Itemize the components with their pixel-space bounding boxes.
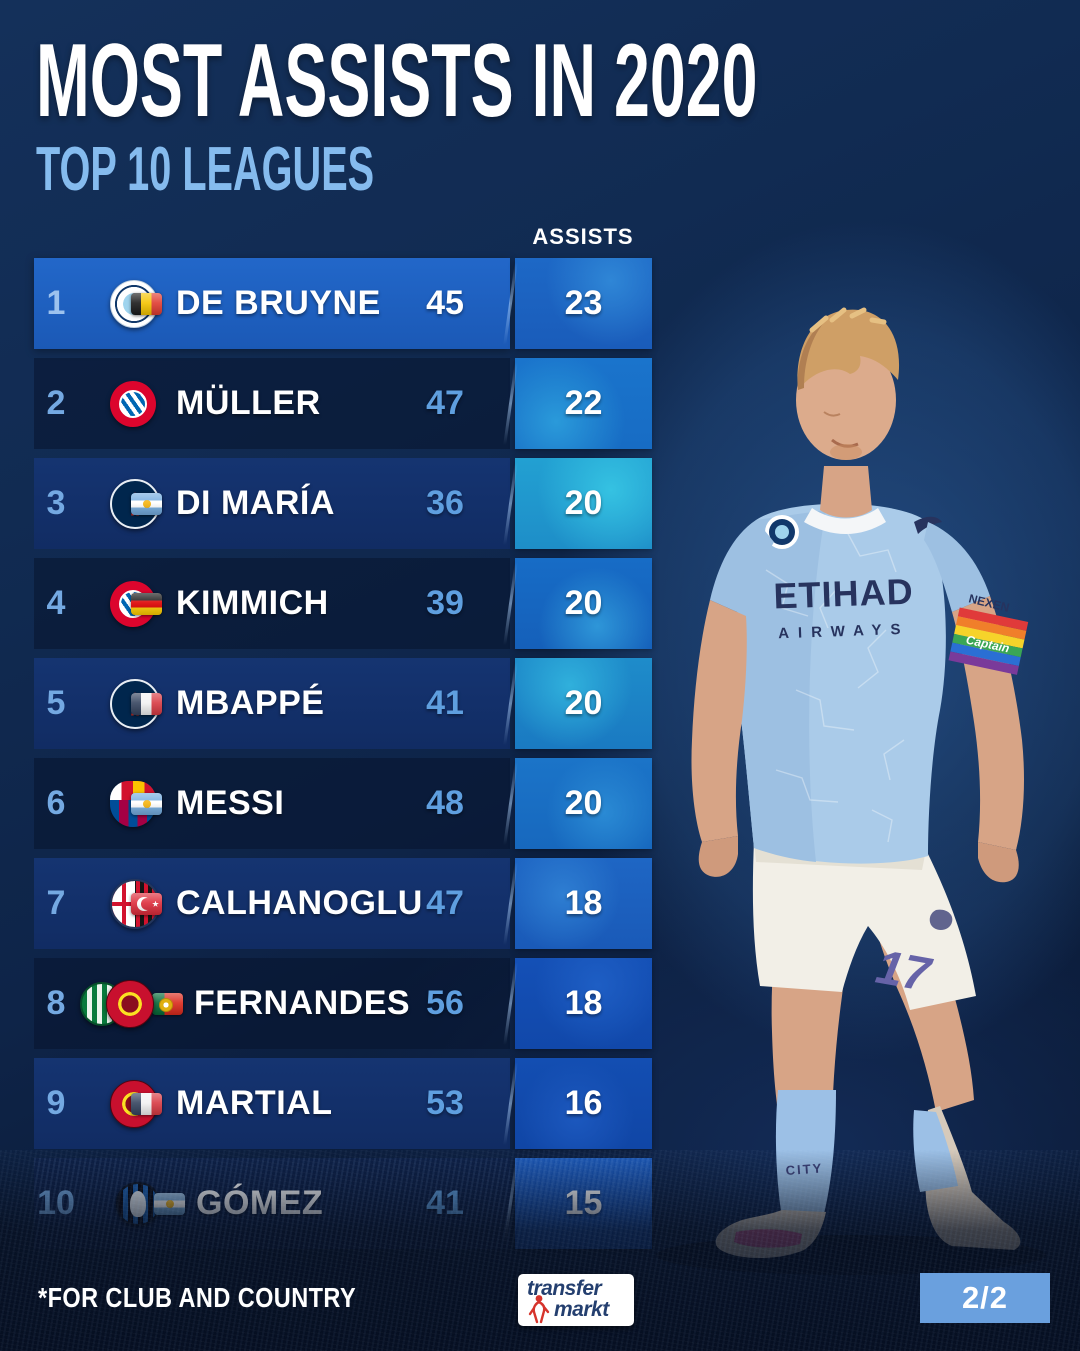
assists-cell: 20 [515, 558, 652, 649]
rank: 3 [46, 484, 66, 522]
assists-cell: 20 [515, 458, 652, 549]
transfermarkt-logo-line2: markt [554, 1298, 609, 1321]
assists-cell: 18 [515, 858, 652, 949]
games-value: 39 [426, 584, 464, 622]
svg-text:CITY: CITY [785, 1160, 824, 1178]
table-row: 2 MÜLLER 47 22 [34, 358, 652, 449]
rank: 2 [46, 384, 66, 422]
table-row: 9 MARTIAL 53 16 [34, 1058, 652, 1149]
transfermarkt-logo: transfer markt [518, 1274, 634, 1326]
games-value: 56 [426, 984, 464, 1022]
player-name: DE BRUYNE [176, 284, 381, 322]
games-value: 47 [426, 384, 464, 422]
games-value: 45 [426, 284, 464, 322]
games-value: 41 [426, 1184, 464, 1222]
flag-argentina-icon [131, 792, 162, 815]
player-name: FERNANDES [194, 984, 411, 1022]
transfermarkt-player-figure-icon [528, 1295, 550, 1324]
transfermarkt-logo-line1: transfer [527, 1277, 602, 1300]
player-name: MBAPPÉ [176, 684, 325, 722]
assists-cell: 20 [515, 658, 652, 749]
assists-cell: 22 [515, 358, 652, 449]
player-name: MESSI [176, 784, 285, 822]
column-header-assists: ASSISTS [532, 224, 634, 249]
table-row: 1 DE BRUYNE 45 23 [34, 258, 652, 349]
assists-cell: 20 [515, 758, 652, 849]
assists-cell: 15 [515, 1158, 652, 1249]
table-row: 4 KIMMICH 39 20 [34, 558, 652, 649]
flag-argentina-icon [131, 492, 162, 515]
games-value: 36 [426, 484, 464, 522]
rank: 10 [37, 1184, 75, 1222]
table-row: 8 FERNANDES 56 18 [34, 958, 652, 1049]
flag-france-icon [131, 1092, 162, 1115]
player-name: CALHANOGLU [176, 884, 423, 922]
svg-text:AIRWAYS: AIRWAYS [778, 621, 910, 643]
games-value: 48 [426, 784, 464, 822]
page-title: MOST ASSISTS IN 2020 [36, 23, 758, 139]
player-photo-de-bruyne: CITY 17 ETIHAD AIRWAYS [636, 270, 1080, 1284]
games-value: 53 [426, 1084, 464, 1122]
svg-text:17: 17 [872, 941, 936, 1003]
page-indicator: 2/2 [920, 1273, 1050, 1323]
flag-portugal-icon [152, 992, 183, 1015]
player-name: DI MARÍA [176, 484, 335, 522]
club-badge-bayern-munich-icon [110, 580, 156, 627]
rank: 9 [46, 1084, 66, 1122]
flag-france-icon [131, 692, 162, 715]
player-name: GÓMEZ [196, 1184, 324, 1222]
flag-belgium-icon [131, 292, 162, 315]
games-value: 41 [426, 684, 464, 722]
assists-cell: 18 [515, 958, 652, 1049]
player-name: MÜLLER [176, 384, 321, 422]
table-row: 3 DI MARÍA 36 20 [34, 458, 652, 549]
rank: 8 [46, 984, 66, 1022]
table-row: 6 MESSI 48 20 [34, 758, 652, 849]
player-name: MARTIAL [176, 1084, 333, 1122]
rank: 6 [46, 784, 66, 822]
svg-text:Captain: Captain [965, 633, 1011, 656]
club-badge-manchester-united-icon [106, 979, 154, 1028]
player-name: KIMMICH [176, 584, 329, 622]
club-badge-bayern-munich-icon [110, 380, 156, 427]
table-row: 10 GÓMEZ 41 15 [34, 1158, 652, 1249]
footnote: *FOR CLUB AND COUNTRY [38, 1282, 357, 1313]
rank: 5 [46, 684, 66, 722]
games-value: 47 [426, 884, 464, 922]
assists-cell: 16 [515, 1058, 652, 1149]
page-subtitle: TOP 10 LEAGUES [36, 135, 375, 204]
rank: 7 [46, 884, 66, 922]
table-row: 5 MBAPPÉ 41 20 [34, 658, 652, 749]
svg-text:NEXEN: NEXEN [967, 591, 1011, 615]
flag-turkey-icon [131, 892, 162, 915]
rank: 4 [46, 584, 66, 622]
table-row: 7 CALHANOGLU 47 18 [34, 858, 652, 949]
rank: 1 [46, 284, 66, 322]
assists-leaderboard: 1 DE BRUYNE 45 23 2 MÜLLER 47 22 3 DI MA… [34, 258, 652, 1258]
assists-cell: 23 [515, 258, 652, 349]
svg-text:ETIHAD: ETIHAD [773, 571, 914, 617]
flag-argentina-icon [154, 1192, 185, 1215]
flag-germany-icon [131, 592, 162, 615]
